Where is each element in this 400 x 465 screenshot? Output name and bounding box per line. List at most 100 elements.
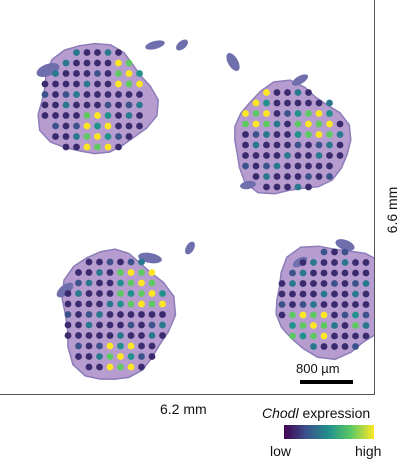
expression-spot: [138, 269, 145, 276]
expression-spot: [106, 279, 114, 287]
expression-spot: [127, 363, 135, 371]
expression-spot: [289, 311, 296, 319]
expression-spot: [127, 279, 135, 287]
expression-spot: [315, 173, 323, 180]
expression-spot: [41, 101, 49, 109]
expression-spot: [341, 311, 349, 319]
expression-spot: [136, 70, 143, 77]
expression-spot: [315, 120, 323, 128]
expression-spot: [52, 101, 59, 109]
expression-spot: [284, 173, 291, 180]
width-label: 6.2 mm: [160, 401, 207, 417]
scale-bar-label: 800 µm: [296, 361, 340, 376]
expression-spot: [284, 89, 291, 96]
expression-spot: [284, 162, 291, 170]
tissue-fragment: [185, 241, 195, 255]
expression-spot: [299, 332, 307, 340]
expression-spot: [273, 152, 281, 159]
expression-spot: [115, 133, 122, 140]
expression-spot: [85, 269, 93, 276]
expression-spot: [326, 152, 333, 159]
expression-spot: [294, 152, 302, 159]
expression-spot: [252, 110, 260, 117]
expression-spot: [326, 110, 333, 117]
tissue-fragment: [240, 180, 256, 190]
expression-spot: [96, 353, 103, 360]
expression-spot: [341, 343, 349, 350]
expression-spot: [289, 290, 296, 298]
expression-spot: [148, 321, 156, 329]
expression-spot: [73, 101, 80, 109]
expression-spot: [315, 141, 323, 149]
expression-spot: [62, 112, 70, 119]
expression-spot: [294, 99, 302, 107]
expression-spot: [263, 162, 270, 170]
expression-spot: [138, 353, 145, 360]
expression-spot: [331, 280, 338, 287]
expression-spot: [62, 80, 70, 88]
expression-spot: [96, 332, 103, 339]
expression-spot: [284, 110, 291, 117]
expression-spot: [104, 112, 112, 119]
expression-spot: [299, 259, 307, 266]
expression-spot: [115, 101, 122, 109]
expression-spot: [305, 120, 312, 128]
expression-spot: [73, 70, 80, 77]
expression-spot: [294, 110, 302, 117]
expression-spot: [331, 248, 338, 256]
expression-spot: [273, 162, 281, 170]
expression-spot: [310, 259, 317, 266]
expression-spot: [352, 301, 359, 308]
expression-spot: [305, 110, 312, 117]
expression-spot: [83, 133, 91, 140]
expression-spot: [125, 133, 133, 140]
expression-spot: [73, 112, 80, 119]
expression-spot: [148, 311, 156, 318]
expression-spot: [273, 99, 281, 107]
expression-spot: [75, 279, 82, 287]
expression-spot: [341, 259, 349, 266]
expression-spot: [341, 248, 349, 256]
expression-spot: [115, 122, 122, 130]
expression-spot: [352, 280, 359, 287]
expression-spot: [117, 332, 124, 339]
expression-spot: [73, 49, 80, 56]
expression-spot: [294, 131, 302, 138]
expression-spot: [320, 301, 328, 308]
expression-spot: [83, 80, 91, 88]
expression-spot: [252, 162, 260, 170]
expression-spot: [284, 141, 291, 149]
expression-spot: [315, 152, 323, 159]
expression-spot: [127, 311, 135, 318]
expression-spot: [85, 311, 93, 318]
expression-spot: [252, 173, 260, 180]
expression-spot: [73, 59, 80, 67]
expression-spot: [64, 321, 72, 329]
expression-spot: [64, 332, 72, 339]
expression-spot: [85, 258, 93, 266]
expression-spot: [252, 120, 260, 128]
expression-spot: [352, 269, 359, 277]
expression-spot: [310, 311, 317, 319]
expression-spot: [362, 280, 370, 287]
expression-spot: [125, 112, 133, 119]
expression-spot: [320, 269, 328, 277]
expression-spot: [159, 300, 166, 308]
expression-spot: [73, 143, 80, 151]
expression-spot: [273, 183, 281, 191]
expression-spot: [106, 363, 114, 371]
expression-spot: [41, 80, 49, 88]
expression-spot: [305, 141, 312, 149]
expression-spot: [75, 332, 82, 339]
expression-spot: [117, 342, 124, 350]
expression-spot: [138, 258, 145, 266]
expression-spot: [159, 332, 166, 339]
expression-spot: [305, 173, 312, 180]
expression-spot: [310, 322, 317, 329]
expression-spot: [127, 300, 135, 308]
expression-spot: [331, 269, 338, 277]
expression-spot: [352, 259, 359, 266]
expression-spot: [96, 279, 103, 287]
expression-spot: [125, 91, 133, 98]
expression-spot: [106, 353, 114, 360]
